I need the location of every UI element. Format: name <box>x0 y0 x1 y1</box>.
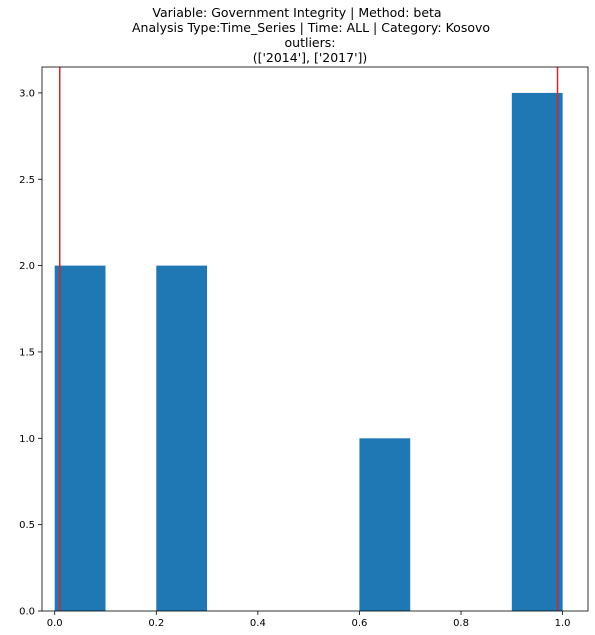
y-tick-label-4: 2.0 <box>19 261 35 272</box>
chart-title: Variable: Government Integrity | Method:… <box>132 5 490 65</box>
title-line-1: Variable: Government Integrity | Method:… <box>152 5 441 20</box>
histogram-bar-2 <box>359 438 411 611</box>
y-tick-label-1: 0.5 <box>19 520 35 531</box>
x-tick-label-0: 0.0 <box>47 618 63 629</box>
y-tick-label-2: 1.0 <box>19 434 35 445</box>
title-line-2: Analysis Type:Time_Series | Time: ALL | … <box>132 20 490 35</box>
histogram-bar-0 <box>54 265 106 611</box>
title-line-3: outliers: <box>285 35 336 50</box>
histogram-bar-1 <box>156 265 208 611</box>
y-tick-label-6: 3.0 <box>19 88 35 99</box>
x-tick-label-2: 0.4 <box>250 618 266 629</box>
title-line-4: (['2014'], ['2017']) <box>253 50 368 65</box>
x-tick-label-3: 0.6 <box>351 618 367 629</box>
histogram-bar-3 <box>511 92 563 611</box>
y-tick-label-3: 1.5 <box>19 347 35 358</box>
plot-frame <box>41 66 589 612</box>
x-tick-label-5: 1.0 <box>555 618 571 629</box>
x-tick-label-4: 0.8 <box>453 618 469 629</box>
y-tick-label-5: 2.5 <box>19 175 35 186</box>
y-tick-label-0: 0.0 <box>19 607 35 618</box>
x-tick-label-1: 0.2 <box>148 618 164 629</box>
